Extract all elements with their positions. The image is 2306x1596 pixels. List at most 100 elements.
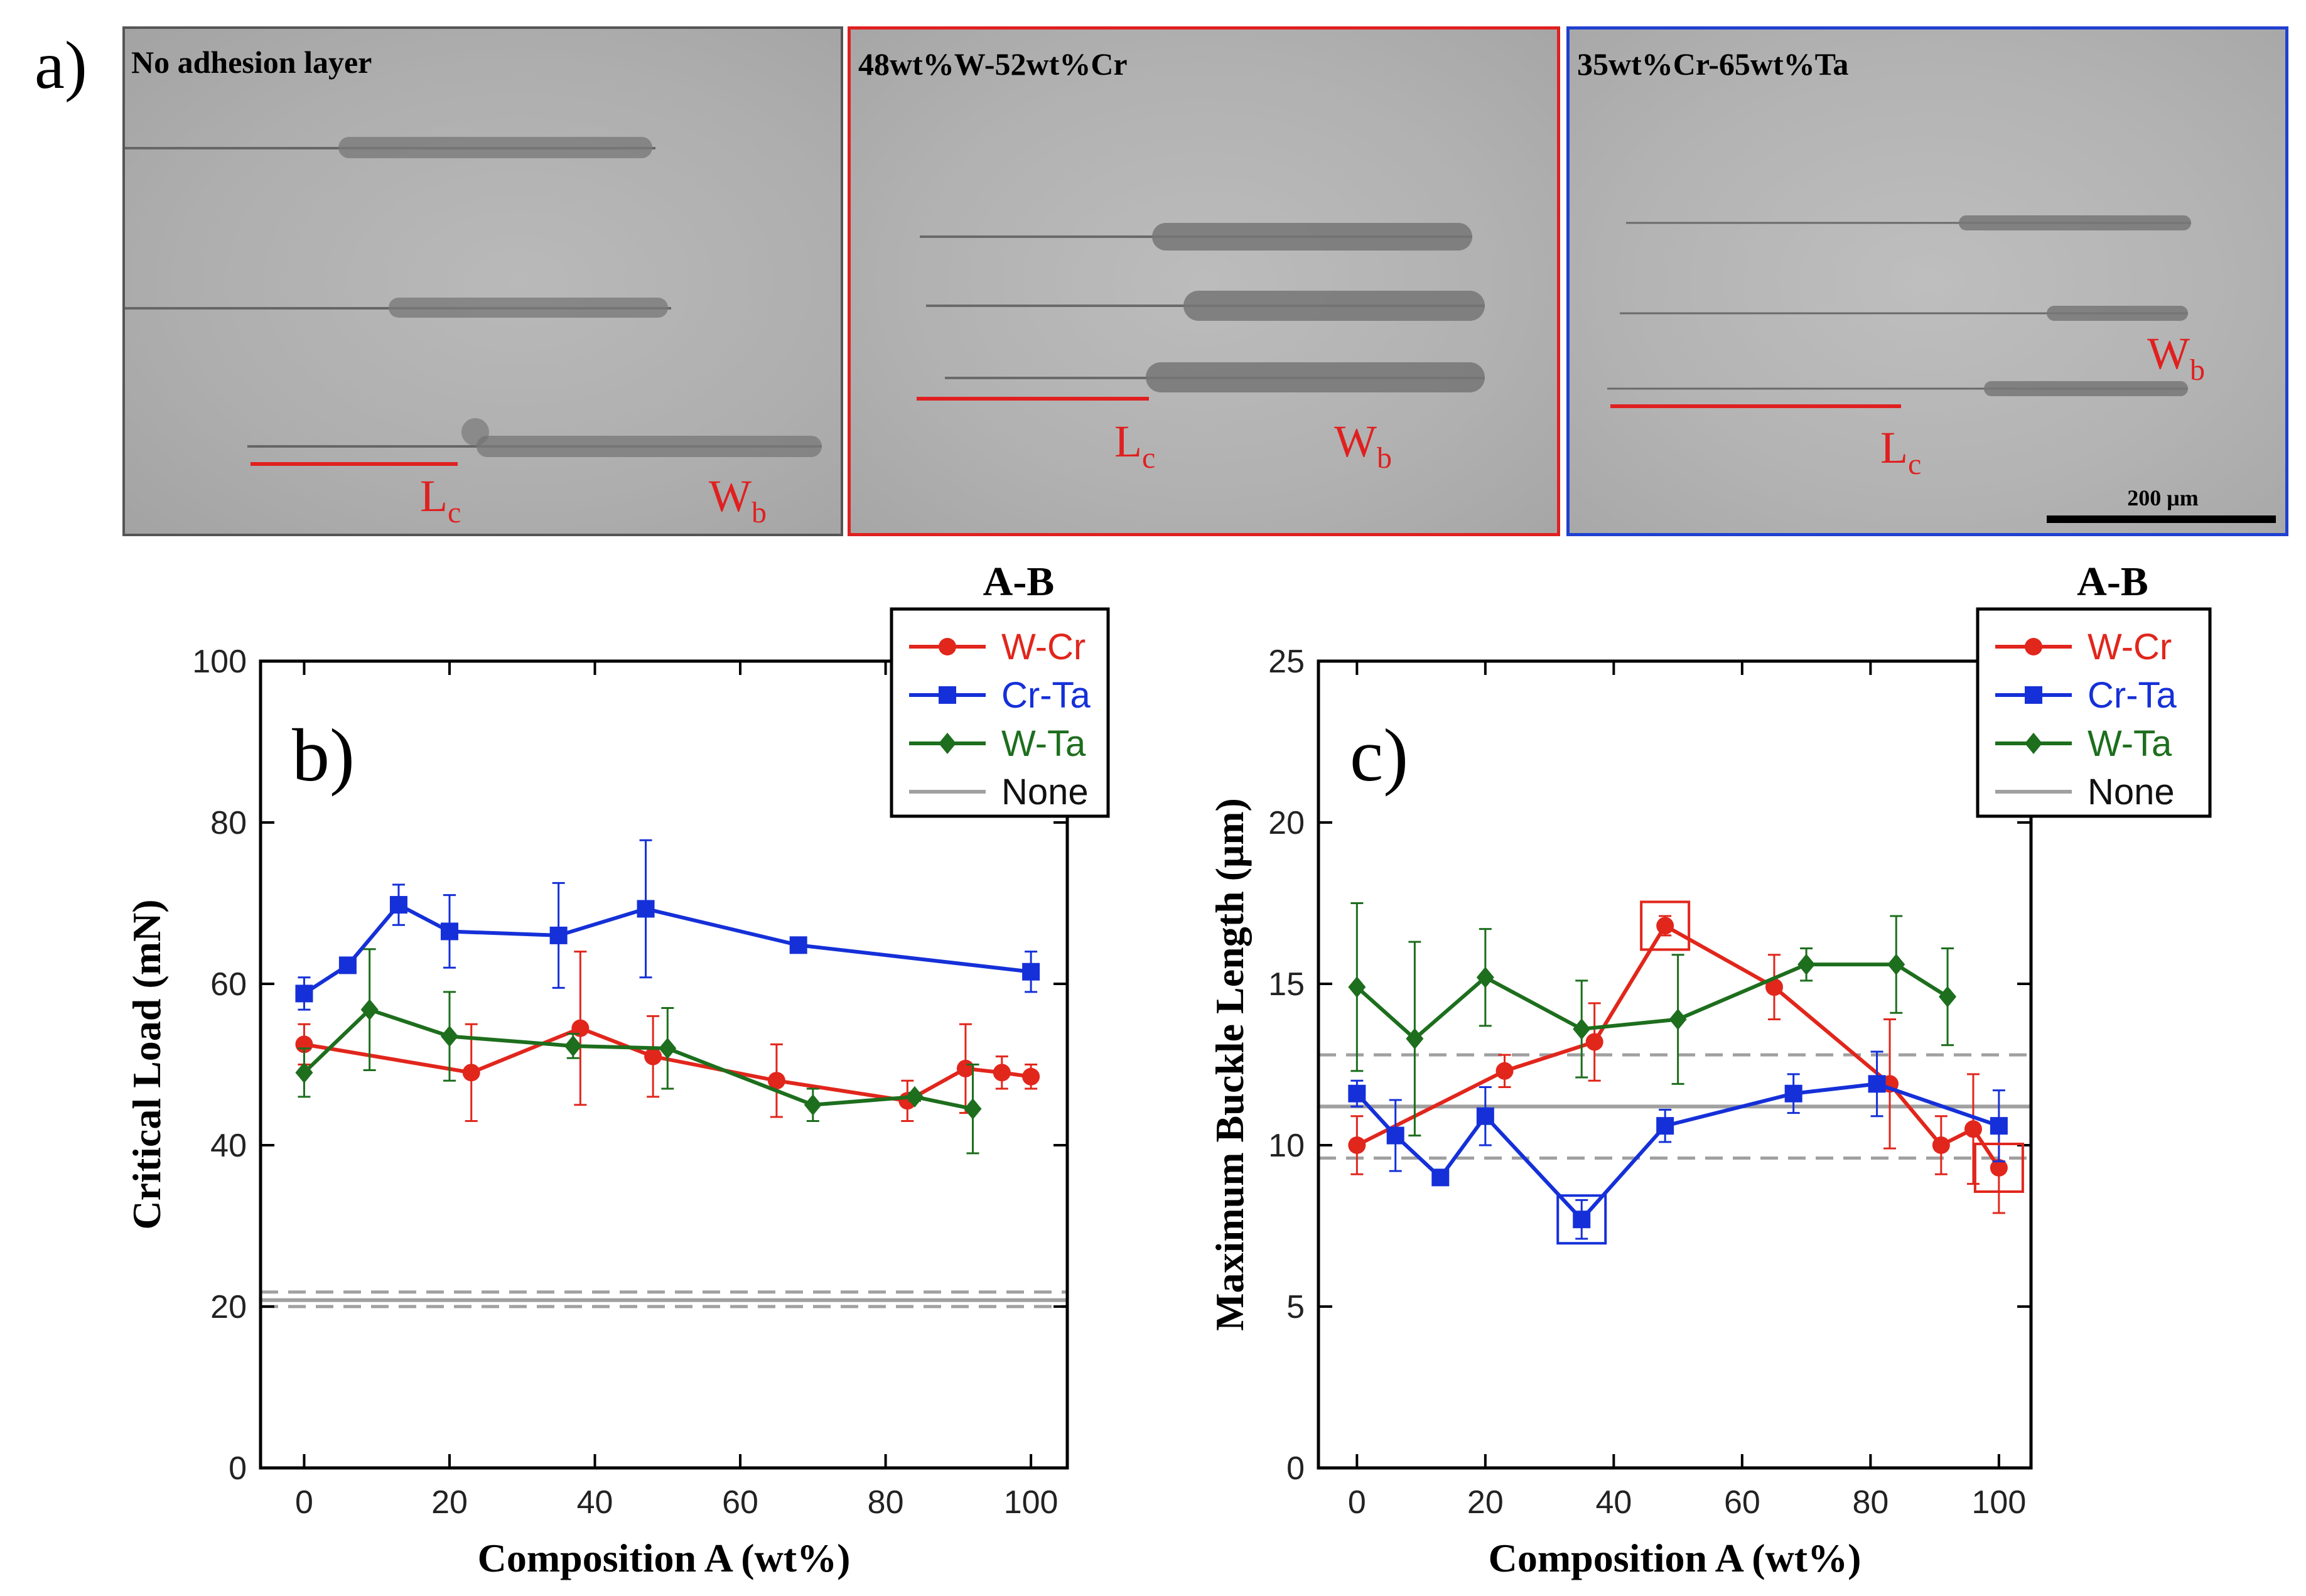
x-tick-label: 100 bbox=[1004, 1484, 1059, 1521]
data-point bbox=[549, 926, 568, 944]
legend-label: W-Ta bbox=[2088, 723, 2172, 764]
lc-label: Lc bbox=[420, 471, 461, 529]
series-cr-ta bbox=[1348, 1050, 2008, 1240]
data-point bbox=[1656, 917, 1674, 935]
scratch-tracks bbox=[125, 137, 822, 457]
y-tick-label: 25 bbox=[1268, 644, 1305, 680]
wb-label: Wb bbox=[709, 471, 767, 529]
data-point bbox=[1887, 954, 1905, 976]
data-point bbox=[1784, 1084, 1802, 1103]
legend-label: W-Cr bbox=[2088, 627, 2172, 667]
y-tick-label: 5 bbox=[1286, 1289, 1305, 1325]
data-point bbox=[1476, 966, 1494, 988]
series-cr-ta bbox=[295, 839, 1040, 1011]
legend-label: Cr-Ta bbox=[1001, 675, 1091, 716]
plot-frame bbox=[1317, 659, 2033, 1470]
x-tick-label: 20 bbox=[431, 1484, 468, 1521]
highlight-box bbox=[1556, 1194, 1607, 1245]
panel-label: c) bbox=[1350, 713, 1408, 797]
legend-marker bbox=[2025, 686, 2042, 704]
data-point bbox=[905, 1086, 924, 1108]
x-axis-label: Composition A (wt%) bbox=[1489, 1536, 1862, 1580]
lc-label: Lc bbox=[1880, 423, 1921, 481]
x-tick-label: 0 bbox=[1348, 1484, 1366, 1521]
data-point bbox=[767, 1072, 785, 1090]
legend-marker bbox=[939, 686, 956, 704]
legend-marker bbox=[2025, 733, 2042, 754]
data-point bbox=[804, 1094, 822, 1116]
x-tick-label: 60 bbox=[1724, 1484, 1760, 1521]
scratch-tracks bbox=[1607, 215, 2191, 396]
data-point bbox=[1585, 1033, 1603, 1051]
micrograph-label: 48wt%W-52wt%Cr bbox=[858, 46, 1128, 82]
data-point bbox=[1939, 986, 1957, 1008]
series-line bbox=[303, 1007, 974, 1111]
reference-none bbox=[1318, 1053, 2031, 1160]
y-tick-label: 60 bbox=[210, 966, 247, 1003]
panel-label: b) bbox=[292, 713, 355, 797]
micrograph-label: No adhesion layer bbox=[131, 45, 372, 80]
y-tick-label: 20 bbox=[210, 1289, 247, 1325]
data-point bbox=[1476, 1107, 1494, 1125]
chart-critical-load: 0 20 40 60 80 100 0 20 40 60 80 100 Composition A (w… bbox=[124, 559, 1110, 1580]
x-tick-label: 60 bbox=[722, 1484, 758, 1521]
scratch-tracks bbox=[920, 223, 1485, 392]
series-line bbox=[1355, 1082, 2000, 1222]
legend: A-B W-Cr Cr-Ta W-Ta None bbox=[1976, 559, 2212, 818]
data-point bbox=[1669, 1008, 1687, 1030]
micrograph-w-cr: 48wt%W-52wt%Cr Lc Wb bbox=[848, 26, 1560, 536]
lc-label: Lc bbox=[1114, 416, 1155, 475]
data-point bbox=[1406, 1028, 1424, 1050]
data-point bbox=[1348, 1136, 1366, 1154]
data-point bbox=[637, 900, 655, 918]
plot-frame bbox=[259, 659, 1069, 1470]
series-line bbox=[303, 902, 1032, 995]
highlight-box bbox=[1973, 1142, 2024, 1193]
series-w-ta bbox=[1348, 902, 1957, 1137]
data-point bbox=[360, 999, 379, 1021]
legend-label: None bbox=[1001, 772, 1089, 812]
y-tick-label: 40 bbox=[210, 1128, 247, 1164]
data-point bbox=[1348, 1084, 1366, 1103]
legend-label: W-Cr bbox=[1001, 627, 1086, 667]
legend-marker bbox=[2025, 638, 2042, 655]
x-tick-label: 0 bbox=[295, 1484, 313, 1521]
data-point bbox=[1765, 978, 1783, 996]
data-point bbox=[1964, 1120, 1982, 1138]
x-tick-label: 100 bbox=[1971, 1484, 2026, 1521]
legend-marker bbox=[939, 733, 956, 754]
data-point bbox=[1868, 1075, 1886, 1093]
y-tick-label: 0 bbox=[1286, 1450, 1305, 1487]
data-point bbox=[462, 1064, 480, 1082]
y-axis-label: Critical Load (mN) bbox=[124, 899, 169, 1229]
data-point bbox=[964, 1098, 982, 1120]
data-point bbox=[1495, 1062, 1514, 1080]
data-point bbox=[295, 984, 313, 1003]
data-point bbox=[571, 1019, 590, 1037]
data-point bbox=[1573, 1210, 1591, 1229]
panel-a-label-svg: a) bbox=[35, 28, 87, 103]
data-point bbox=[564, 1035, 582, 1057]
data-point bbox=[440, 922, 458, 941]
y-tick-label: 20 bbox=[1268, 805, 1305, 841]
x-tick-label: 80 bbox=[1852, 1484, 1888, 1521]
legend-box bbox=[890, 607, 1110, 818]
highlight-box bbox=[1640, 900, 1691, 951]
reference-none bbox=[261, 1290, 1067, 1308]
data-point bbox=[338, 956, 357, 974]
data-point bbox=[1386, 1126, 1404, 1145]
series-w-cr bbox=[1348, 915, 2008, 1214]
data-point bbox=[1990, 1117, 2008, 1135]
data-point bbox=[1656, 1117, 1674, 1135]
panel-a-label: a) bbox=[35, 28, 87, 103]
micrograph-label: 35wt%Cr-65wt%Ta bbox=[1577, 46, 1848, 82]
legend-title: A-B bbox=[2077, 559, 2148, 605]
data-point bbox=[440, 1025, 458, 1047]
y-tick-label: 0 bbox=[229, 1450, 247, 1487]
legend-box bbox=[1976, 607, 2212, 818]
data-point bbox=[1932, 1136, 1950, 1154]
data-point bbox=[1990, 1158, 2008, 1177]
x-tick-label: 20 bbox=[1467, 1484, 1504, 1521]
data-point bbox=[993, 1064, 1011, 1082]
